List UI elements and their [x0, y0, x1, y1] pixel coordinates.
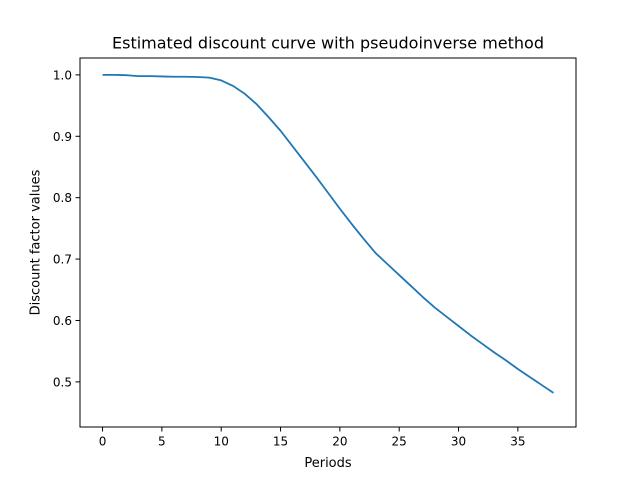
- y-tick-label: 0.6: [53, 314, 72, 328]
- x-tick-label: 0: [99, 435, 107, 449]
- y-axis-ticks: 0.5 0.6 0.7 0.8 0.9 1.0: [53, 68, 80, 389]
- x-tick-label: 25: [392, 435, 407, 449]
- chart-title: Estimated discount curve with pseudoinve…: [112, 34, 544, 53]
- x-tick-label: 30: [451, 435, 466, 449]
- plot-area-frame: [79, 57, 577, 428]
- y-axis-label: Discount factor values: [29, 169, 44, 315]
- y-tick-label: 0.9: [53, 130, 72, 144]
- y-tick-label: 1.0: [53, 68, 72, 82]
- x-tick-label: 20: [332, 435, 347, 449]
- series-line-discount-curve: [102, 73, 554, 394]
- x-axis-ticks: 0 5 10 15 20 25 30 35: [99, 427, 525, 449]
- x-tick-label: 35: [510, 435, 525, 449]
- x-tick-label: 10: [214, 435, 229, 449]
- x-axis-label: Periods: [304, 456, 352, 471]
- y-tick-label: 0.7: [53, 253, 72, 267]
- x-tick-label: 15: [273, 435, 288, 449]
- y-tick-label: 0.8: [53, 191, 72, 205]
- x-tick-label: 5: [158, 435, 166, 449]
- y-tick-label: 0.5: [53, 375, 72, 389]
